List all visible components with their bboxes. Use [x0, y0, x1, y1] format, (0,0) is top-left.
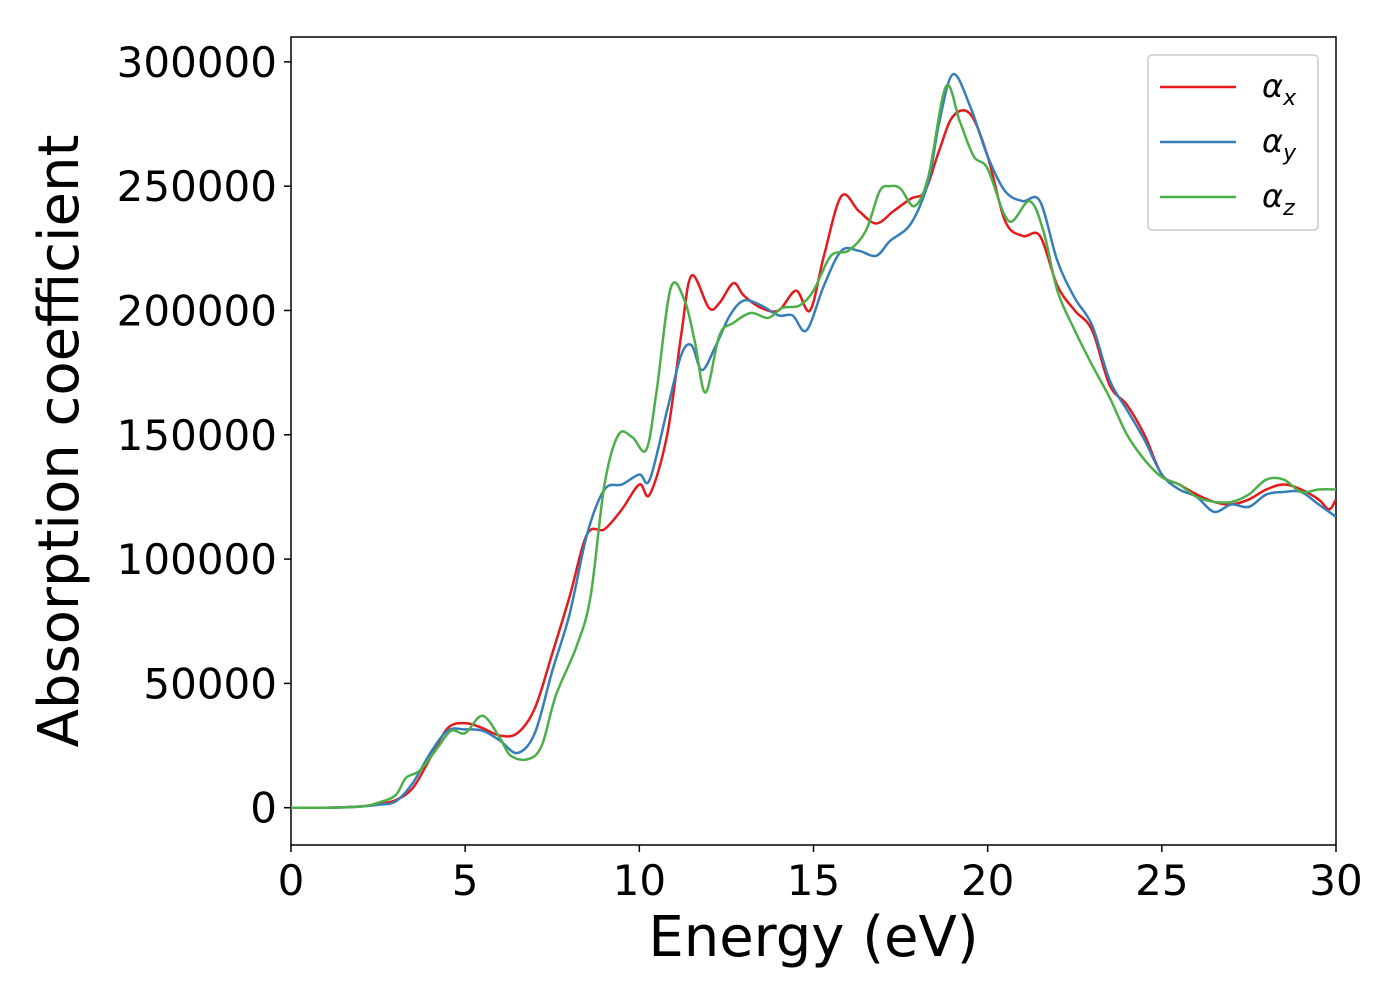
x-axis: 0 5 10 15 20 25 30 — [278, 845, 1363, 905]
y-tick-label: 250000 — [117, 162, 277, 211]
y-tick-label: 0 — [250, 784, 277, 833]
x-tick-label: 5 — [452, 856, 479, 905]
y-tick-label: 300000 — [117, 38, 277, 87]
y-tick-label: 150000 — [117, 411, 277, 460]
x-tick-label: 0 — [278, 856, 305, 905]
legend: αx αy αz — [1147, 54, 1319, 231]
x-tick-label: 30 — [1309, 856, 1362, 905]
legend-items: αx αy αz — [1160, 67, 1297, 221]
x-axis-label: Energy (eV) — [648, 905, 978, 970]
legend-label-x: αx — [1262, 67, 1297, 111]
y-tick-label: 100000 — [117, 535, 277, 584]
x-tick-label: 15 — [787, 856, 840, 905]
x-tick-label: 20 — [961, 856, 1014, 905]
y-axis: 0 50000 100000 150000 200000 250000 300000 — [117, 38, 291, 833]
y-axis-label: Absorption coefficient — [27, 135, 92, 748]
y-tick-label: 200000 — [117, 286, 277, 335]
series-line-z — [291, 83, 1336, 810]
y-tick-label: 50000 — [143, 659, 277, 708]
x-tick-label: 10 — [613, 856, 666, 905]
legend-label-z: αz — [1262, 177, 1295, 221]
x-tick-label: 25 — [1135, 856, 1188, 905]
series-group — [291, 73, 1336, 810]
legend-label-y: αy — [1262, 122, 1297, 166]
